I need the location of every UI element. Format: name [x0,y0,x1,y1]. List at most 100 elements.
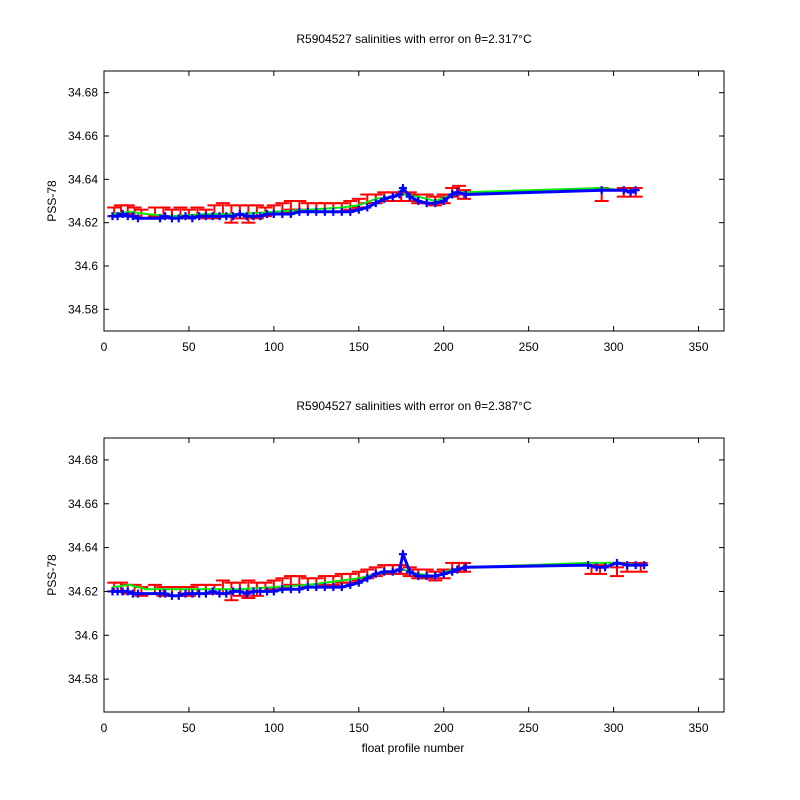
salinity-marker [235,210,244,218]
salinity-marker [215,589,224,598]
y-tick-label: 34.66 [68,129,98,143]
salinity-marker [388,567,397,576]
salinity-marker [208,212,217,221]
salinity-marker [263,210,272,218]
salinity-marker [161,212,170,221]
salinity-marker-series [108,549,649,600]
salinity-marker [631,561,640,570]
y-tick-label: 34.68 [68,86,98,100]
y-tick-label: 34.66 [68,497,98,511]
salinity-marker [448,190,457,199]
salinity-marker [256,587,265,596]
salinity-marker [242,212,251,221]
x-tick-label: 300 [604,721,624,735]
salinity-marker [269,210,278,218]
salinity-marker [222,212,231,221]
salinity-marker [174,591,183,600]
salinity-marker [295,207,304,216]
x-tick-label: 50 [182,340,196,354]
y-tick-label: 34.64 [68,541,98,555]
salinity-marker [380,567,389,576]
salinity-marker [329,583,338,592]
salinity-marker [619,186,628,195]
salinity-marker [263,587,272,596]
salinity-marker [597,186,606,195]
salinity-marker [278,210,287,218]
x-tick-label: 250 [519,340,539,354]
salinity-marker [414,572,423,581]
x-tick-label: 350 [689,721,709,735]
salinity-marker [612,558,621,567]
salinity-marker [329,207,338,216]
salinity-marker [128,212,137,221]
salinity-marker [398,550,407,559]
salinity-marker [439,569,448,578]
salinity-marker [354,205,363,214]
salinity-marker [222,589,231,598]
salinity-marker [208,587,217,596]
salinity-marker [256,212,265,221]
salinity-marker [431,572,440,581]
y-tick-label: 34.64 [68,172,98,186]
plot-area [107,184,643,224]
salinity-marker [405,567,414,576]
chart-title: R5904527 salinities with error on θ=2.38… [296,399,532,413]
salinity-marker [123,587,132,596]
salinity-marker [405,192,414,201]
x-tick-label: 100 [264,721,284,735]
x-tick-label: 200 [434,721,454,735]
y-tick-label: 34.58 [68,672,98,686]
axes-box [103,437,725,713]
error-bar [609,566,624,578]
y-axis-label: PSS-78 [45,180,59,222]
x-tick-label: 150 [349,721,369,735]
salinity-marker [229,587,238,596]
salinity-marker [354,578,363,587]
salinity-marker [113,212,122,221]
chart-title-text: R5904527 salinities with error on θ=2.38… [296,399,518,413]
x-tick-label: 300 [604,340,624,354]
chart-title: R5904527 salinities with error on θ=2.31… [296,32,532,46]
salinity-marker [156,214,165,223]
salinity-marker [461,190,470,199]
salinity-marker [269,587,278,596]
salinity-marker [161,589,170,598]
salinity-marker [249,212,258,221]
salinity-marker [584,561,593,570]
salinity-marker [181,589,190,598]
salinity-marker [371,199,380,208]
salinity-marker [195,212,204,221]
salinity-marker [195,589,204,598]
y-tick-label: 34.68 [68,453,98,467]
salinity-marker [398,184,407,192]
salinity-marker [422,572,431,581]
plot-area [107,549,649,602]
x-tick-label: 0 [101,340,108,354]
y-tick-label: 34.62 [68,216,98,230]
salinity-marker [320,207,329,216]
x-tick-label: 0 [101,721,108,735]
salinity-marker [215,212,224,221]
salinity-marker [337,207,346,216]
y-tick-label: 34.6 [75,628,99,642]
salinity-marker [626,188,635,197]
salinity-marker [303,583,312,592]
x-tick-label: 350 [689,340,709,354]
salinity-marker [133,589,142,598]
salinity-marker [461,563,470,572]
chart-title-unit: °C [518,32,532,46]
salinity-marker [371,569,380,578]
salinity-marker [422,199,431,208]
salinity-marker [229,212,238,221]
salinity-marker-series [108,184,640,223]
salinity-marker [303,207,312,216]
salinity-marker [181,212,190,221]
salinity-marker [431,199,440,208]
salinity-marker [133,214,142,223]
y-tick-label: 34.62 [68,584,98,598]
salinity-marker [286,210,295,218]
chart-title-text: R5904527 salinities with error on θ=2.31… [296,32,518,46]
salinity-marker [242,589,251,598]
x-tick-label: 150 [349,340,369,354]
